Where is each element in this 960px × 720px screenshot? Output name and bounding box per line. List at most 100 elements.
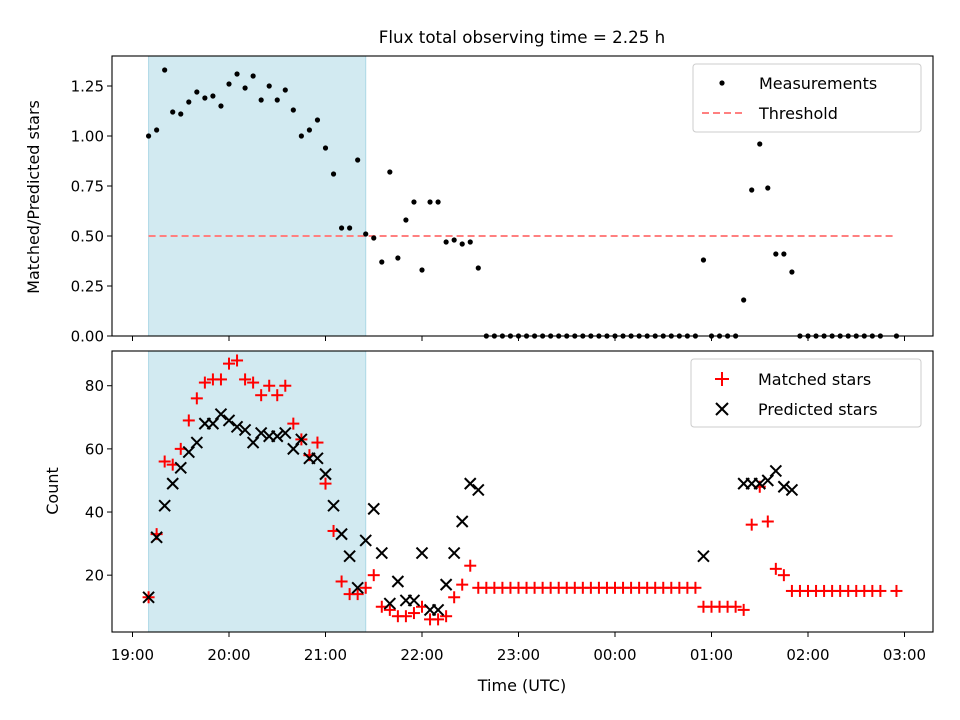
matched-star-point [359,581,372,594]
measurement-point [210,93,216,99]
predicted-star-point [472,483,485,497]
matched-star-point [287,417,300,430]
measurement-point [765,185,771,191]
y-tick-label: 60 [85,440,104,458]
measurement-point [242,85,248,91]
y-tick-label: 0.75 [71,178,104,196]
top-y-axis: 0.00 0.25 0.50 0.75 1.00 1.25 [71,78,112,346]
matched-star-point [279,379,292,392]
top-x-axis [132,336,905,341]
matched-star-point [745,518,758,531]
matched-star-point [440,610,453,623]
predicted-star-point [271,430,284,443]
top-legend-box [692,63,922,133]
measurement-point [218,103,224,109]
predicted-star-point [335,527,348,541]
measurement-point [258,97,264,103]
predicted-star-point [279,426,292,440]
measurement-point [202,95,208,101]
x-tick-label: 21:00 [304,646,347,664]
top-y-axis-label: Matched/Predicted stars [24,100,43,294]
predicted-star-point [222,414,236,427]
predicted-star-point [319,467,332,481]
measurement-point [355,157,361,163]
measurement-point [411,199,417,205]
predicted-star-point [287,442,300,456]
measurement-point [145,133,152,139]
measurement-point [789,269,795,275]
measurement-point [475,265,481,271]
legend-threshold-label: Threshold [758,104,838,123]
matched-star-point [769,562,782,575]
matched-star-point [311,436,324,449]
matched-star-point [198,376,211,389]
measurement-point [314,117,321,123]
predicted-star-point [214,407,228,421]
y-tick-label: 40 [85,504,104,522]
measurement-point [363,231,369,237]
legend-predicted-label: Predicted stars [758,400,878,419]
measurement-point [773,251,779,257]
x-tick-label: 02:00 [786,646,829,664]
predicted-star-point [439,578,453,591]
predicted-star-point [464,477,477,490]
measurement-point [427,199,433,205]
predicted-star-point [295,433,308,446]
measurement-point [250,73,256,79]
chart-title: Flux total observing time = 2.25 h [379,27,665,47]
measurement-point [757,141,763,147]
top-legend: Measurements Threshold [692,63,922,133]
x-tick-label: 22:00 [400,646,443,664]
matched-star-point [874,584,887,597]
measurement-point [781,251,787,257]
measurement-point [435,199,441,205]
measurement-point [234,71,240,77]
predicted-star-point [158,499,171,512]
predicted-star-point [343,550,356,563]
measurement-point [387,169,393,175]
predicted-star-point [254,426,268,440]
matched-star-point [255,389,268,402]
predicted-star-point [375,546,388,560]
measurement-point [154,127,160,133]
predicted-star-point [230,420,244,433]
x-tick-label: 23:00 [497,646,540,664]
legend-matched-marker [715,372,729,386]
legend-measurements-label: Measurements [759,74,877,93]
bottom-legend: Matched stars Predicted stars [690,358,922,428]
top-panel: 0.00 0.25 0.50 0.75 1.00 1.25 Matched/Predict… [24,55,934,346]
bottom-y-axis: 20 40 60 80 [85,377,112,585]
matched-star-point [890,584,903,597]
predicted-star-point [327,499,340,512]
predicted-star-point [407,594,421,607]
top-axes-frame [111,55,934,337]
measurement-point [741,297,747,303]
matched-star-point [319,477,332,490]
matched-star-point [777,569,790,582]
bottom-shaded-span [148,350,367,633]
y-tick-label: 1.25 [71,78,104,96]
x-tick-label: 20:00 [207,646,250,664]
matched-star-point [263,379,276,392]
predicted-star-point [359,534,372,547]
x-tick-label: 00:00 [593,646,636,664]
bottom-x-axis: 19:00 20:00 21:00 22:00 23:00 00:00 01:00 02:00… [111,632,926,664]
measurement-point [338,225,345,231]
bottom-y-axis-label: Count [43,467,62,515]
measurement-point [330,171,337,177]
measurement-point [459,241,465,247]
matched-star-point [432,613,445,626]
top-shaded-span [148,55,367,337]
predicted-star-point [174,461,187,475]
matched-star-point [448,591,461,604]
measurement-point [226,81,232,87]
matched-star-point [689,581,702,594]
matched-star-point [464,559,477,572]
predicted-star-point [351,581,364,595]
measurement-point [306,127,313,133]
measurement-point [347,225,353,231]
measurement-point [419,267,425,273]
measurement-point [403,217,409,223]
measurement-point [194,89,200,95]
